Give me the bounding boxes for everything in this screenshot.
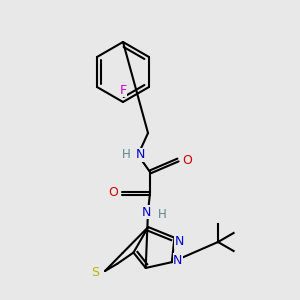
Text: N: N: [175, 235, 184, 248]
Text: N: N: [135, 148, 145, 161]
Text: H: H: [122, 148, 130, 161]
Text: N: N: [141, 206, 151, 218]
Text: F: F: [119, 83, 127, 97]
Text: H: H: [158, 208, 166, 220]
Text: O: O: [108, 187, 118, 200]
Text: S: S: [91, 266, 99, 280]
Text: N: N: [173, 254, 182, 267]
Text: O: O: [182, 154, 192, 166]
